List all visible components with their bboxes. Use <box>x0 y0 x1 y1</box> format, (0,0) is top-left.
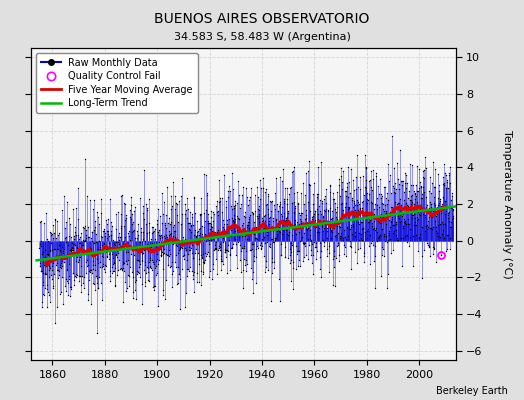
Text: 34.583 S, 58.483 W (Argentina): 34.583 S, 58.483 W (Argentina) <box>173 32 351 42</box>
Text: Berkeley Earth: Berkeley Earth <box>436 386 508 396</box>
Legend: Raw Monthly Data, Quality Control Fail, Five Year Moving Average, Long-Term Tren: Raw Monthly Data, Quality Control Fail, … <box>36 53 198 113</box>
Text: BUENOS AIRES OBSERVATORIO: BUENOS AIRES OBSERVATORIO <box>154 12 370 26</box>
Y-axis label: Temperature Anomaly (°C): Temperature Anomaly (°C) <box>502 130 512 278</box>
